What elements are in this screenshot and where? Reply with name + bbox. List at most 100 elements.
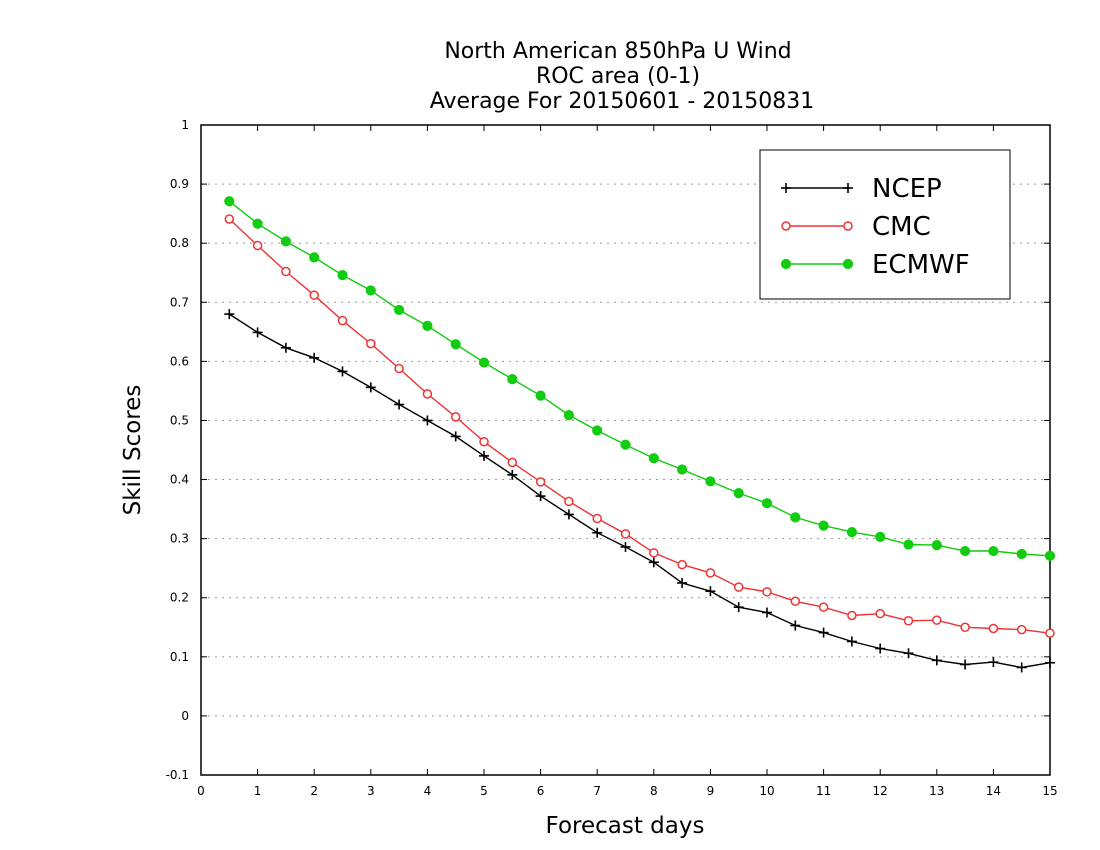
- chart-title-line-2: ROC area (0-1): [536, 64, 700, 89]
- data-point-ecmwf: [875, 531, 886, 542]
- data-point-ecmwf: [1016, 548, 1027, 560]
- y-tick-label: 0.5: [170, 413, 189, 427]
- data-point-ecmwf: [252, 218, 263, 229]
- data-point-ecmwf: [818, 520, 829, 531]
- data-point-ecmwf: [478, 357, 490, 368]
- y-tick-label: 0.4: [170, 473, 189, 487]
- legend-entry-ncep: NCEP: [781, 174, 942, 204]
- x-tick-label: 3: [367, 784, 375, 798]
- series-ecmwf: [224, 196, 1056, 561]
- x-tick-label: 11: [816, 784, 831, 798]
- x-tick-label: 15: [1042, 784, 1057, 798]
- legend-box: [759, 149, 1011, 300]
- data-point-ncep: [818, 627, 829, 638]
- data-point-cmc: [620, 529, 631, 539]
- data-point-cmc: [903, 616, 914, 626]
- x-tick-label: 1: [254, 784, 262, 798]
- data-point-cmc: [252, 240, 263, 251]
- x-tick-label: 2: [310, 784, 318, 798]
- series-cmc: [224, 214, 1055, 638]
- data-point-cmc: [394, 363, 404, 374]
- data-point-ncep: [280, 342, 291, 353]
- data-point-ecmwf: [988, 545, 999, 557]
- legend-marker: [842, 258, 854, 270]
- data-point-ecmwf: [620, 439, 631, 450]
- data-point-ncep: [224, 309, 235, 320]
- x-axis-label: Forecast days: [546, 813, 705, 839]
- data-point-ecmwf: [309, 252, 320, 263]
- data-point-ncep: [1045, 657, 1055, 668]
- legend-marker: [781, 221, 791, 231]
- y-axis-ticks: -0.1 0 0.1 0.2 0.3 0.4 0.5 0.6 0.7 0.8 0.9 1: [166, 118, 1050, 782]
- data-point-cmc: [337, 315, 348, 326]
- data-point-cmc: [450, 412, 461, 422]
- data-point-cmc: [649, 548, 659, 558]
- data-point-ecmwf: [733, 488, 744, 499]
- data-point-cmc: [1045, 628, 1055, 638]
- data-point-ecmwf: [677, 464, 688, 475]
- data-point-cmc: [705, 568, 716, 578]
- data-point-ecmwf: [761, 498, 773, 509]
- y-axis-label: Skill Scores: [120, 385, 146, 516]
- legend: NCEP CMC ECMWF: [759, 149, 1011, 300]
- data-point-ncep: [309, 352, 320, 363]
- data-point-cmc: [281, 266, 291, 277]
- x-tick-label: 5: [480, 784, 488, 798]
- data-point-ncep: [450, 431, 461, 442]
- data-point-ncep: [422, 415, 433, 426]
- data-point-cmc: [762, 587, 772, 597]
- data-point-ecmwf: [394, 304, 405, 316]
- data-point-ncep: [790, 620, 801, 631]
- data-point-ecmwf: [224, 196, 235, 207]
- data-point-ncep: [875, 643, 886, 654]
- data-point-ncep: [563, 509, 574, 520]
- data-point-cmc: [507, 457, 518, 468]
- legend-label-cmc: CMC: [872, 212, 931, 242]
- data-point-ecmwf: [535, 390, 546, 401]
- data-point-cmc: [988, 623, 999, 634]
- data-point-ncep: [337, 366, 348, 377]
- y-tick-label: 0.3: [170, 532, 189, 546]
- data-point-cmc: [309, 290, 319, 300]
- y-tick-label: 0.7: [170, 295, 189, 309]
- data-point-cmc: [592, 513, 602, 524]
- data-point-ncep: [677, 577, 688, 588]
- x-tick-label: 12: [873, 784, 888, 798]
- data-point-cmc: [479, 436, 489, 447]
- data-point-ncep: [705, 586, 716, 597]
- y-tick-label: 0.6: [170, 354, 189, 368]
- data-point-ncep: [535, 491, 546, 502]
- data-point-ncep: [1016, 662, 1027, 673]
- data-point-ecmwf: [507, 373, 518, 385]
- data-point-ecmwf: [563, 410, 575, 421]
- data-point-cmc: [422, 389, 433, 399]
- data-point-ncep: [762, 607, 772, 618]
- x-tick-label: 0: [197, 784, 205, 798]
- series-ncep: [224, 309, 1055, 673]
- legend-label-ecmwf: ECMWF: [872, 250, 970, 280]
- data-point-ncep: [252, 327, 263, 338]
- data-point-ecmwf: [846, 527, 858, 538]
- plot-frame: [200, 124, 1051, 776]
- y-tick-label: 0.1: [170, 650, 189, 664]
- data-point-cmc: [1016, 624, 1027, 635]
- legend-marker: [780, 258, 792, 270]
- series-line-ncep: [228, 313, 1051, 669]
- x-tick-label: 6: [537, 784, 545, 798]
- x-tick-label: 7: [593, 784, 601, 798]
- data-point-ecmwf: [960, 545, 971, 557]
- legend-label-ncep: NCEP: [872, 174, 942, 204]
- data-point-ecmwf: [903, 539, 914, 550]
- x-tick-label: 9: [707, 784, 715, 798]
- data-point-ecmwf: [705, 476, 716, 487]
- data-point-ncep: [903, 648, 914, 659]
- data-point-ecmwf: [790, 512, 801, 523]
- data-point-ncep: [648, 557, 659, 568]
- data-point-ncep: [988, 657, 999, 668]
- legend-marker: [843, 221, 853, 231]
- data-point-cmc: [960, 622, 970, 633]
- data-point-cmc: [224, 214, 235, 224]
- data-point-cmc: [564, 496, 574, 507]
- data-point-ncep: [931, 655, 942, 666]
